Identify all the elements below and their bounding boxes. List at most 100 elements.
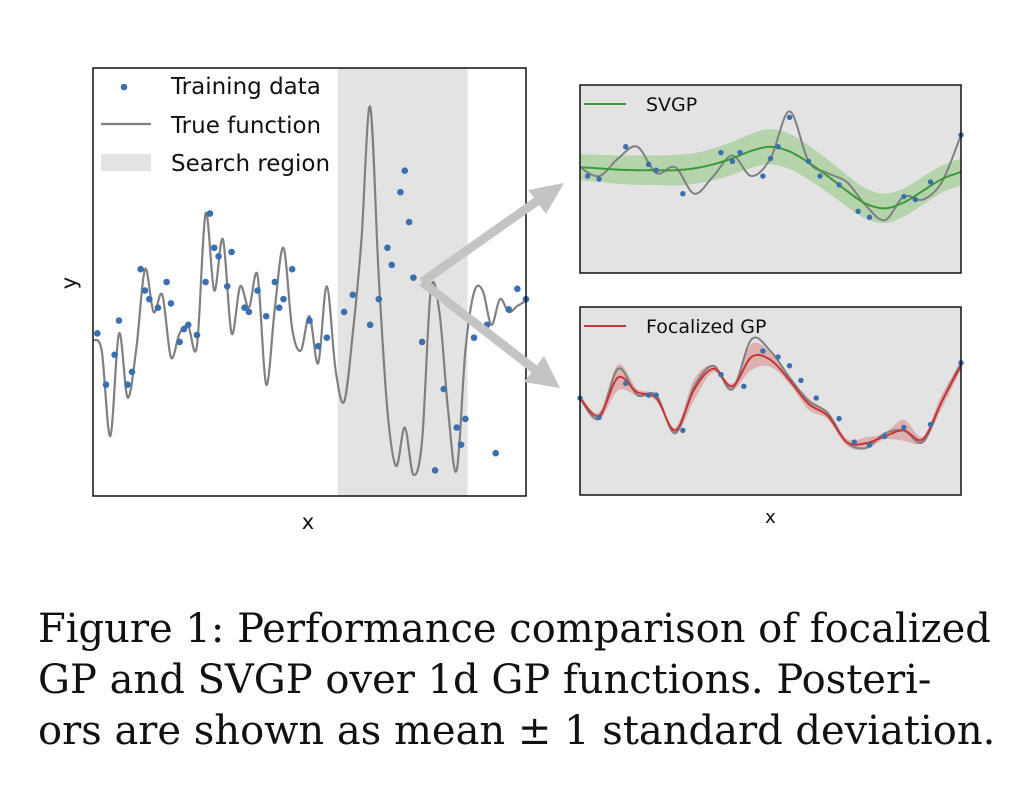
legend-search-label: Search region [171, 151, 330, 177]
training-point [184, 321, 192, 329]
focalized-training-point [760, 348, 766, 354]
svgp-training-point [584, 173, 591, 179]
main-chart: Training data True function Search region x… [57, 67, 530, 534]
training-point [245, 308, 253, 316]
zoom-arrows [419, 183, 564, 388]
training-point [206, 210, 214, 217]
svgp-training-point [817, 173, 823, 179]
svgp-training-point [901, 193, 907, 200]
svgp-training-point [855, 208, 861, 215]
svgp-training-point [927, 179, 934, 185]
training-point [440, 385, 448, 393]
focalized-background [580, 307, 961, 495]
svgp-training-point [596, 176, 602, 182]
training-point [176, 338, 183, 346]
focalized-training-point [645, 392, 652, 398]
training-point [115, 317, 123, 324]
training-point [254, 287, 261, 294]
training-point [271, 278, 279, 286]
training-point [401, 167, 409, 175]
arrow-to-svgp-head [528, 183, 564, 214]
svgp-mean-line [580, 145, 961, 210]
training-point [163, 278, 170, 286]
training-point [410, 274, 417, 282]
svgp-training-point [653, 167, 659, 173]
training-point [215, 253, 222, 260]
training-point [280, 295, 287, 303]
training-point [470, 334, 478, 341]
training-point [384, 244, 391, 252]
svgp-chart: SVGP [579, 84, 964, 274]
main-x-axis-label: x [302, 510, 314, 534]
svgp-training-point [760, 173, 766, 179]
focalized-training-point [786, 363, 793, 369]
training-point [453, 424, 461, 431]
svgp-std-band [580, 129, 961, 224]
legend-training-label: Training data [170, 74, 321, 100]
focalized-x-axis-label: x [765, 507, 776, 528]
training-point [405, 218, 413, 226]
svgp-training-point [680, 190, 686, 197]
training-point [314, 342, 322, 350]
arrow-to-focalized-head [524, 356, 560, 388]
training-point [141, 287, 149, 294]
training-point [102, 381, 110, 389]
svgp-training-point [866, 214, 873, 220]
training-point [492, 449, 499, 457]
training-point [288, 265, 296, 273]
search-region [337, 68, 468, 496]
focalized-training-point [718, 371, 724, 378]
focalized-training-point [623, 380, 629, 387]
svgp-training-point [645, 161, 652, 168]
figure-caption: Figure 1: Performance comparison of foca… [38, 604, 996, 757]
svgp-training-point [775, 143, 781, 150]
training-point [228, 248, 235, 256]
focalized-legend-label: Focalized GP [646, 316, 766, 338]
training-point [241, 304, 248, 311]
focalized-training-point [813, 395, 819, 401]
focalized-mean-line [580, 353, 961, 446]
main-axes-frame [92, 67, 527, 497]
focalized-training-point [836, 415, 842, 422]
training-point [431, 467, 439, 474]
training-point [94, 330, 101, 337]
training-point [418, 338, 426, 346]
training-point [505, 306, 512, 313]
training-point [275, 304, 283, 311]
arrow-to-svgp-shaft [419, 195, 543, 286]
true-function-line [93, 105, 526, 477]
training-point [323, 334, 331, 341]
focalized-training-point [851, 439, 858, 445]
training-point [397, 188, 404, 196]
training-point [137, 265, 144, 273]
training-point [375, 295, 383, 303]
caption-line-3: ors are shown as mean ± 1 standard devia… [38, 708, 996, 754]
training-point [111, 351, 118, 359]
training-point [145, 295, 153, 303]
focalized-training-point [680, 427, 686, 434]
legend-training-marker [120, 83, 128, 91]
svgp-training-point [786, 114, 793, 121]
training-point [180, 325, 188, 333]
focalized-training-point [866, 442, 873, 448]
caption-line-2: GP and SVGP over 1d GP functions. Poster… [38, 657, 932, 703]
focalized-gp-chart: Focalized GP x [577, 306, 964, 528]
training-point [457, 441, 465, 448]
training-point [193, 331, 201, 339]
focalized-axes-frame [579, 306, 962, 496]
arrow-to-focalized-shaft [419, 278, 541, 376]
focalized-training-point [882, 433, 888, 439]
svgp-legend-label: SVGP [646, 94, 697, 116]
training-point [388, 261, 396, 269]
svgp-training-point [737, 149, 743, 156]
training-point [306, 317, 313, 324]
focalized-training-point [596, 414, 602, 421]
legend-search-marker [101, 154, 151, 171]
svgp-training-point [767, 155, 774, 162]
focalized-training-point [775, 354, 781, 360]
svgp-training-point [805, 158, 812, 165]
training-point [167, 300, 175, 307]
svgp-training-point [836, 182, 842, 188]
training-point [514, 285, 521, 293]
